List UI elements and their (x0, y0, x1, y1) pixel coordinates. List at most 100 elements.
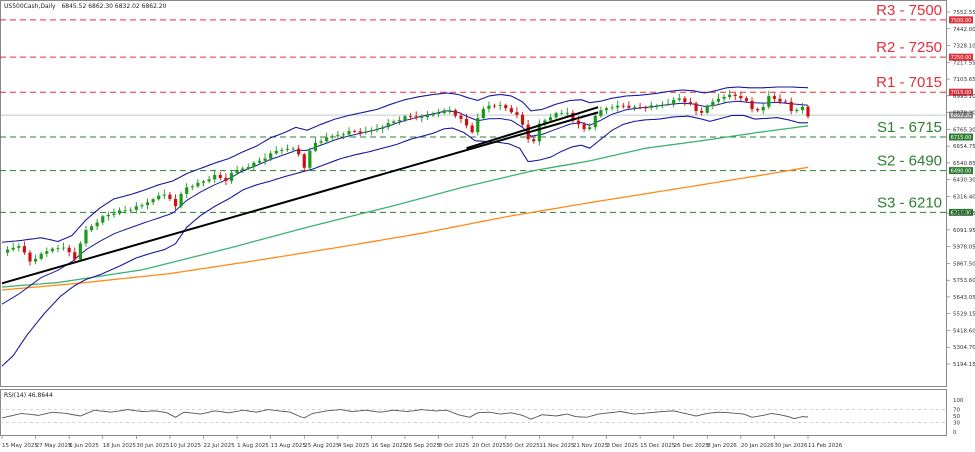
candle-body (767, 96, 771, 107)
date-tick-label: 15 May 2025 (2, 443, 38, 449)
candle-body (392, 121, 396, 124)
candle-body (414, 116, 418, 119)
price-tick-label: 6205.85 (953, 211, 975, 217)
candle-body (644, 107, 648, 109)
level-label-r2: R2 - 7250 (876, 39, 942, 56)
date-tick-label: 8 Jan 2026 (707, 443, 737, 449)
candle-body (610, 107, 614, 109)
candle-body (95, 222, 99, 227)
date-tick-label: 21 Nov 2025 (573, 443, 609, 449)
rsi-tick-label: 100 (953, 398, 964, 404)
trendline-1 (1, 111, 599, 285)
price-tick-label: 6430.30 (953, 178, 975, 184)
candle-body (436, 112, 441, 114)
candle-body (576, 120, 581, 125)
candle-body (140, 205, 144, 207)
level-tag-r3 (949, 16, 973, 24)
price-tick-label: 5529.15 (953, 312, 975, 318)
level-tag-text-r1: 7015.00 (951, 90, 972, 96)
candle-body (683, 98, 687, 103)
candle-body (224, 177, 228, 181)
candle-body (353, 131, 357, 132)
candle-body (375, 128, 379, 131)
date-tick-label: 15 Dec 2025 (640, 443, 676, 449)
candle-body (269, 153, 273, 159)
candle-body (185, 187, 189, 194)
candle-body (381, 127, 385, 129)
level-tag-text-r3: 7500.00 (951, 18, 972, 24)
date-tick-label: 27 May 2025 (36, 443, 72, 449)
level-tag-s2 (949, 167, 973, 175)
candle-body (201, 181, 206, 183)
date-tick-label: 3 Dec 2025 (607, 443, 639, 449)
candle-body (470, 125, 474, 133)
candle-body (408, 116, 413, 118)
sma100-line (1, 125, 809, 288)
candle-body (431, 113, 435, 116)
candle-body (761, 106, 765, 111)
candle-body (129, 209, 133, 211)
price-tick-label: 5753.60 (953, 278, 975, 284)
candle-body (403, 116, 407, 121)
candle-body (722, 97, 726, 99)
rsi-tick-label: 70 (953, 408, 960, 414)
date-tick-label: 10 Jul 2025 (170, 443, 202, 449)
candle-body (274, 150, 278, 154)
chart-header: US500Cash,Daily 6845.52 6862.30 6832.02 … (4, 3, 167, 10)
date-tick-label: 30 Oct 2025 (506, 443, 541, 449)
candle-body (632, 107, 637, 108)
price-tick-label: 7328.10 (953, 44, 975, 50)
candle-body (168, 194, 172, 199)
candle-body (498, 105, 502, 106)
trendlines-group (1, 106, 599, 285)
date-tick-label: 22 Jul 2025 (204, 443, 236, 449)
candle-body (117, 210, 122, 214)
candle-body (599, 110, 603, 116)
candle-body (285, 148, 290, 150)
rsi-tick-label: 30 (953, 420, 960, 426)
candle-body (582, 124, 586, 130)
candle-body (772, 96, 777, 99)
candle-body (313, 142, 318, 151)
current-price-tag (949, 111, 973, 119)
date-tick-label: 26 Dec 2025 (674, 443, 710, 449)
candle-body (532, 139, 536, 142)
candle-body (784, 101, 788, 103)
candle-body (638, 107, 642, 108)
candle-body (11, 247, 15, 250)
candle-body (750, 100, 754, 110)
candle-body (89, 226, 94, 230)
candle-body (22, 246, 26, 253)
support-resistance-levels: R3 - 7500 7500.00 R2 - 7250 7250.00 R1 - 701… (0, 2, 973, 216)
candle-body (537, 123, 541, 142)
date-tick-label: 30 Jun 2025 (136, 443, 170, 449)
candle-body (593, 115, 597, 128)
price-tick-label: 6540.85 (953, 161, 975, 167)
price-tick-label: 6316.40 (953, 194, 975, 200)
price-tick-label: 6654.75 (953, 144, 975, 150)
level-tag-r2 (949, 53, 973, 61)
candle-body (604, 108, 609, 111)
price-tick-label: 6091.95 (953, 228, 975, 234)
candle-body (425, 115, 429, 118)
candle-body (442, 110, 446, 113)
candle-body (386, 123, 390, 128)
candle-body (358, 131, 362, 133)
candle-body (67, 247, 71, 253)
date-tick-label: 13 Aug 2025 (271, 443, 307, 449)
candle-body (207, 179, 211, 182)
date-tick-label: 6 Jun 2025 (69, 443, 99, 449)
candle-body (778, 98, 782, 102)
candle-body (5, 249, 10, 253)
date-tick-label: 26 Sep 2025 (405, 443, 440, 449)
candle-body (453, 110, 457, 116)
candle-body (649, 105, 653, 108)
candle-body (106, 214, 110, 217)
candle-body (806, 106, 810, 117)
candle-body (733, 94, 737, 96)
candle-body (476, 118, 480, 133)
candle-body (509, 108, 513, 113)
